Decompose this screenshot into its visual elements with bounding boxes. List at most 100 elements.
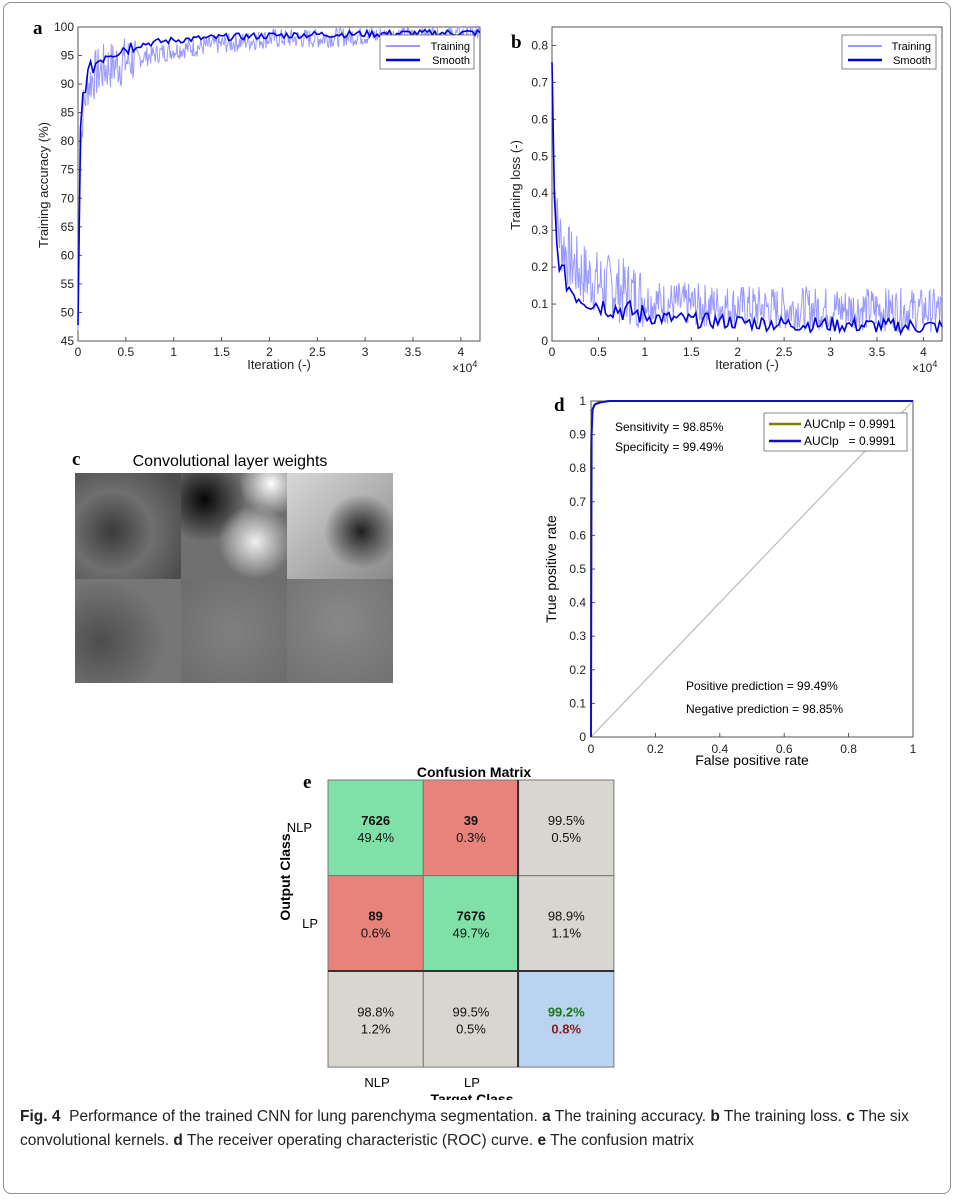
panel-a-legend-box bbox=[379, 34, 475, 70]
panel-b-exponent-base: ×10 bbox=[912, 361, 933, 375]
panel-d: d 0 0.2 0.4 0.6 0.8 1 0 0.1 0.2 0.3 0.4 0.5 0.6 0.7 0.… bbox=[543, 394, 917, 768]
specificity-annotation: Specificity = 99.49% bbox=[615, 440, 724, 454]
panel-b-legend: Training Smooth bbox=[841, 34, 937, 70]
panel-a-ytick-label: 65 bbox=[61, 220, 75, 234]
panel-b-ytick-label: 0.6 bbox=[531, 112, 548, 126]
panel-d-xtick-label: 0.8 bbox=[840, 742, 857, 756]
panel-a-series-training bbox=[77, 26, 481, 331]
panel-a-ticks: 0 0.5 1 1.5 2 2.5 3 3.5 4 45 50 55 60 65 70 75 80 85 90 95 1… bbox=[54, 20, 465, 359]
confusion-cell-count: 99.5% bbox=[548, 813, 585, 828]
panel-a: a 0 0.5 1 1.5 2 2.5 3 3.5 4 45 50 55 60 65 70 75 80 85 90 9… bbox=[33, 18, 481, 375]
panel-b-xtick-label: 1.5 bbox=[683, 345, 700, 359]
panel-a-xlabel: Iteration (-) bbox=[247, 357, 311, 372]
panel-c-title: Convolutional layer weights bbox=[133, 453, 328, 470]
kernel-1 bbox=[75, 473, 181, 579]
panel-b-xtick-label: 0 bbox=[549, 345, 556, 359]
panel-c-letter: c bbox=[72, 449, 80, 470]
panel-b-series-training bbox=[551, 65, 943, 333]
confusion-cell bbox=[327, 970, 424, 1068]
panel-d-ylabel: True positive rate bbox=[543, 515, 559, 623]
panel-a-ytick-label: 85 bbox=[61, 106, 75, 120]
confusion-cell bbox=[518, 970, 615, 1068]
confusion-cell-percent: 0.6% bbox=[361, 926, 391, 941]
confusion-cell-percent: 49.7% bbox=[453, 926, 490, 941]
panel-d-ytick-label: 0.6 bbox=[569, 528, 586, 542]
panel-a-legend: Training Smooth bbox=[379, 34, 475, 70]
panel-d-ytick-label: 0.8 bbox=[569, 461, 586, 475]
caption-a-text: The training accuracy. bbox=[554, 1108, 707, 1125]
panel-d-ytick-label: 0.9 bbox=[569, 428, 586, 442]
panel-b-ytick-label: 0.4 bbox=[531, 186, 548, 200]
panel-e-letter: e bbox=[303, 772, 311, 793]
panel-a-ytick-label: 60 bbox=[61, 248, 75, 262]
panel-b-xlabel: Iteration (-) bbox=[715, 357, 779, 372]
confusion-cell bbox=[422, 970, 520, 1068]
caption-b-text: The training loss. bbox=[723, 1108, 842, 1125]
confusion-cell bbox=[327, 875, 424, 972]
panel-a-ytick-label: 70 bbox=[61, 191, 75, 205]
kernel-3 bbox=[287, 473, 393, 579]
legend-label-training: Training bbox=[431, 41, 470, 53]
panel-b-ytick-label: 0.7 bbox=[531, 75, 548, 89]
panel-a-xtick-label: 0.5 bbox=[118, 345, 135, 359]
panel-a-xtick-label: 4 bbox=[458, 345, 465, 359]
panel-b-ytick-label: 0 bbox=[541, 334, 548, 348]
panel-d-xtick-label: 1 bbox=[910, 742, 917, 756]
confusion-cell-count: 98.8% bbox=[357, 1004, 394, 1019]
confusion-cell bbox=[422, 779, 520, 877]
panel-a-xtick-label: 3 bbox=[362, 345, 369, 359]
positive-prediction-annotation: Positive prediction = 99.49% bbox=[686, 679, 838, 693]
panel-b-xtick-label: 1 bbox=[642, 345, 649, 359]
panel-a-exponent-power: 4 bbox=[472, 359, 477, 369]
panel-b: b 0 0.5 1 1.5 2 2.5 3 3.5 4 0 0.1 0.2 0.3 0.4 0.5 0.6 0.… bbox=[508, 26, 943, 375]
panel-a-series bbox=[77, 26, 481, 331]
legend-label-auclp: AUClp = 0.9991 bbox=[804, 434, 896, 448]
panel-b-exponent: ×104 bbox=[912, 359, 937, 375]
panel-a-exponent: ×104 bbox=[452, 359, 477, 375]
confusion-cell-count: 39 bbox=[464, 813, 478, 828]
caption-d-letter: d bbox=[173, 1132, 183, 1149]
confusion-matrix-title: Confusion Matrix bbox=[417, 764, 532, 780]
row-label-nlp: NLP bbox=[287, 820, 312, 835]
confusion-cell-percent: 1.2% bbox=[361, 1021, 391, 1036]
panel-d-letter: d bbox=[554, 395, 565, 416]
panel-a-ytick-label: 90 bbox=[61, 77, 75, 91]
panel-b-legend-box bbox=[841, 34, 937, 70]
confusion-cell bbox=[518, 779, 615, 877]
confusion-cell-percent: 0.3% bbox=[456, 830, 486, 845]
kernel-2 bbox=[181, 473, 287, 579]
legend-label-aucnlp: AUCnlp = 0.9991 bbox=[804, 417, 896, 431]
panel-b-xtick-label: 0.5 bbox=[590, 345, 607, 359]
panel-d-ytick-label: 0.5 bbox=[569, 562, 586, 576]
negative-prediction-annotation: Negative prediction = 98.85% bbox=[686, 702, 843, 716]
caption-c-text: The six convolutional kernels. bbox=[20, 1108, 909, 1149]
caption-e-letter: e bbox=[537, 1132, 547, 1149]
panel-d-ytick-label: 0.7 bbox=[569, 495, 586, 509]
panel-b-xtick-label: 2 bbox=[734, 345, 741, 359]
panel-a-xtick-label: 0 bbox=[75, 345, 82, 359]
panel-a-ytick-label: 55 bbox=[61, 277, 75, 291]
confusion-cell-percent: 0.5% bbox=[456, 1021, 486, 1036]
kernel-4 bbox=[75, 579, 181, 683]
panel-a-ytick-label: 75 bbox=[61, 163, 75, 177]
confusion-cell-count: 99.5% bbox=[453, 1004, 490, 1019]
confusion-cell bbox=[518, 875, 615, 972]
panel-a-xtick-label: 3.5 bbox=[405, 345, 422, 359]
panel-a-series-smooth bbox=[77, 28, 481, 326]
confusion-cell bbox=[422, 875, 520, 972]
panel-b-xtick-label: 4 bbox=[920, 345, 927, 359]
caption-label: Fig. 4 bbox=[20, 1108, 61, 1125]
panel-b-letter: b bbox=[511, 32, 522, 53]
figure-frame bbox=[3, 2, 951, 1194]
caption-c-letter: c bbox=[846, 1108, 855, 1125]
panel-d-legend: AUCnlp = 0.9991 AUClp = 0.9991 bbox=[763, 412, 908, 452]
panel-a-ytick-label: 80 bbox=[61, 134, 75, 148]
panel-b-ytick-label: 0.8 bbox=[531, 38, 548, 52]
panel-d-ytick-label: 0.2 bbox=[569, 663, 586, 677]
panel-b-axes-box bbox=[551, 26, 943, 342]
panel-d-legend-box bbox=[763, 412, 908, 452]
panel-b-ylabel: Training loss (-) bbox=[508, 140, 523, 230]
panel-b-series bbox=[551, 62, 943, 336]
caption-intro: Performance of the trained CNN for lung … bbox=[69, 1108, 538, 1125]
panel-d-ytick-label: 0.1 bbox=[569, 696, 586, 710]
